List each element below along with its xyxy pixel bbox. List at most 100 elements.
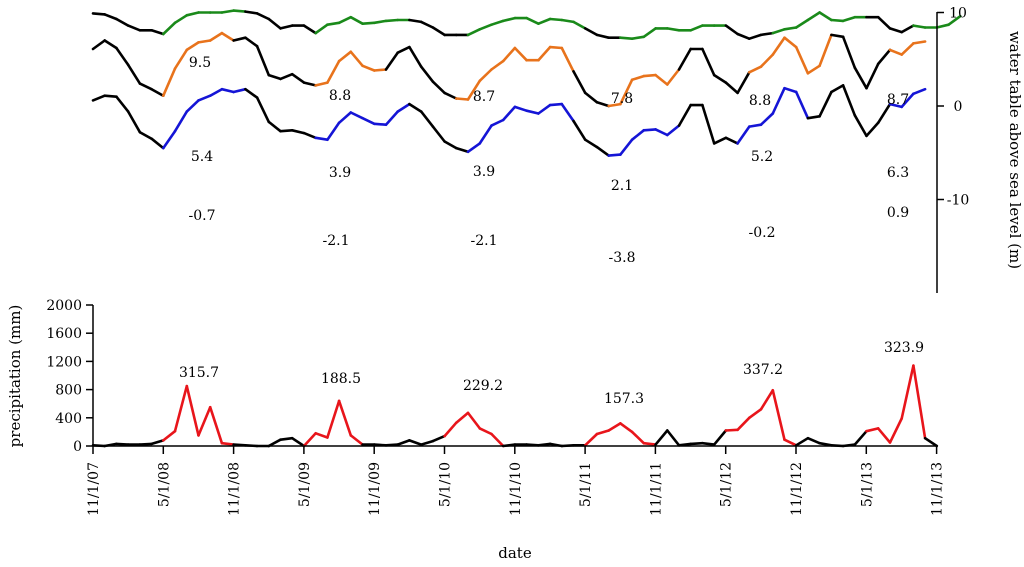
precipitation-line-segment	[736, 416, 751, 432]
lower-well-line-segment	[478, 124, 493, 145]
upper-well-line-segment	[583, 27, 599, 37]
precipitation-line-segment	[208, 405, 224, 445]
lower-well-line-segment	[548, 102, 564, 107]
upper-well-line-segment	[279, 24, 294, 30]
middle-well-line-segment	[138, 82, 153, 91]
precipitation-annotation: 188.5	[321, 371, 361, 387]
middle-well-line-segment	[853, 66, 868, 90]
precipitation-line-segment	[759, 388, 775, 411]
lower-well-line-segment	[91, 94, 106, 102]
middle-well-line-segment	[724, 81, 739, 95]
precipitation-line-segment	[583, 432, 599, 447]
middle-well-line-segment	[572, 70, 587, 95]
precipitation-line-segment	[654, 429, 669, 446]
upper-well-line-segment	[115, 17, 130, 27]
upper-well-line-segment	[419, 20, 435, 29]
precipitation-line-segment	[783, 438, 798, 447]
middle-well-line-segment	[818, 33, 833, 68]
lower-well-line-segment	[525, 109, 540, 115]
upper-well-line-segment	[806, 11, 821, 22]
precipitation-line-segment	[443, 421, 458, 438]
middle-well-line-segment	[537, 45, 552, 62]
precipitation-line-segment	[771, 388, 786, 442]
middle-well-line-segment	[267, 73, 282, 81]
middle-well-line-segment	[701, 47, 716, 77]
lower-well-line-segment	[830, 84, 845, 94]
upper-well-line-segment	[501, 16, 517, 23]
x-tick-label: 5/1/08	[156, 462, 172, 507]
middle-well-line-segment	[806, 64, 821, 75]
precipitation-line-segment	[232, 443, 247, 447]
precipitation-line-segment	[150, 439, 165, 446]
middle-well-line-segment	[501, 46, 517, 63]
upper-well-line-segment	[408, 18, 423, 24]
water-table-annotation: 7.8	[611, 91, 633, 107]
precipitation-line-segment	[279, 436, 294, 442]
lower-well-line-segment	[162, 129, 177, 150]
precipitation-line-segment	[326, 399, 341, 439]
middle-well-line-segment	[443, 91, 458, 100]
precipitation-line-segment	[349, 434, 364, 446]
precipitation-line-segment	[162, 429, 177, 442]
precipitation-line-segment	[630, 430, 646, 445]
upper-well-line-segment	[537, 17, 552, 26]
y-tick-label: 1200	[46, 354, 82, 370]
water-table-annotation: 5.2	[751, 149, 773, 165]
water-table-annotation: 8.8	[329, 88, 351, 104]
upper-well-line-segment	[220, 9, 235, 14]
lower-well-line-segment	[185, 99, 200, 113]
middle-well-line-segment	[665, 68, 681, 86]
middle-well-line-segment	[220, 31, 235, 42]
middle-well-line-segment	[478, 68, 493, 83]
upper-well-line-segment	[560, 18, 575, 24]
lower-well-line-segment	[701, 103, 716, 145]
x-axis-title: date	[498, 544, 532, 562]
precipitation-line-segment	[853, 429, 868, 446]
upper-well-line-segment	[794, 18, 810, 29]
upper-well-line-segment	[326, 21, 341, 27]
upper-well-line-segment	[255, 12, 271, 21]
upper-well-line-segment	[747, 33, 763, 41]
precipitation-annotation: 315.7	[179, 365, 219, 381]
precipitation-line-segment	[712, 429, 728, 446]
middle-well-line-segment	[361, 64, 376, 72]
middle-well-line-segment	[630, 74, 646, 82]
middle-well-line-segment	[900, 42, 915, 56]
precipitation-line-segment	[595, 429, 611, 436]
middle-well-line-segment	[326, 59, 341, 84]
upper-well-line-segment	[818, 11, 833, 22]
middle-well-line-segment	[865, 62, 880, 90]
upper-well-line-segment	[126, 24, 142, 32]
middle-well-line-segment	[115, 46, 130, 67]
middle-well-line-segment	[912, 40, 927, 45]
precipitation-line-segment	[525, 443, 540, 447]
middle-well-line-segment	[794, 45, 810, 75]
precipitation-y-ticks: 2000 1600 1200 800 400 0	[46, 298, 93, 455]
lower-well-line-segment	[747, 123, 763, 128]
precipitation-line-segment	[677, 442, 693, 447]
precipitation-line-segment	[490, 432, 505, 448]
middle-well-line-segment	[419, 65, 435, 83]
lower-well-line-segment	[173, 110, 189, 133]
precipitation-annotation: 229.2	[463, 378, 503, 394]
lower-well-line-segment	[115, 95, 130, 113]
middle-well-line-segment	[619, 78, 634, 106]
lower-well-line-segment	[560, 102, 575, 123]
water-table-annotation: -0.7	[189, 208, 216, 224]
middle-well-line-segment	[349, 50, 364, 68]
water-table-annotation: 6.3	[887, 165, 909, 181]
middle-well-line-segment	[876, 48, 892, 66]
precipitation-line-segment	[185, 384, 200, 437]
lower-well-line-segment	[783, 86, 798, 94]
water-table-annotation: 0.9	[887, 205, 909, 221]
x-tick-label: 11/1/12	[789, 462, 805, 516]
y-tick-label: 10	[949, 6, 967, 22]
x-tick-label: 11/1/13	[930, 462, 946, 516]
precipitation-panel: 2000 1600 1200 800 400 0 11/1/07 5/1/08 11/1/08…	[6, 298, 946, 562]
y-tick-label: 2000	[46, 298, 82, 314]
upper-well-line-segment	[888, 27, 904, 34]
y-tick-label: 0	[73, 439, 82, 455]
upper-well-line-segment	[466, 27, 482, 37]
precipitation-line-segment	[337, 399, 353, 437]
